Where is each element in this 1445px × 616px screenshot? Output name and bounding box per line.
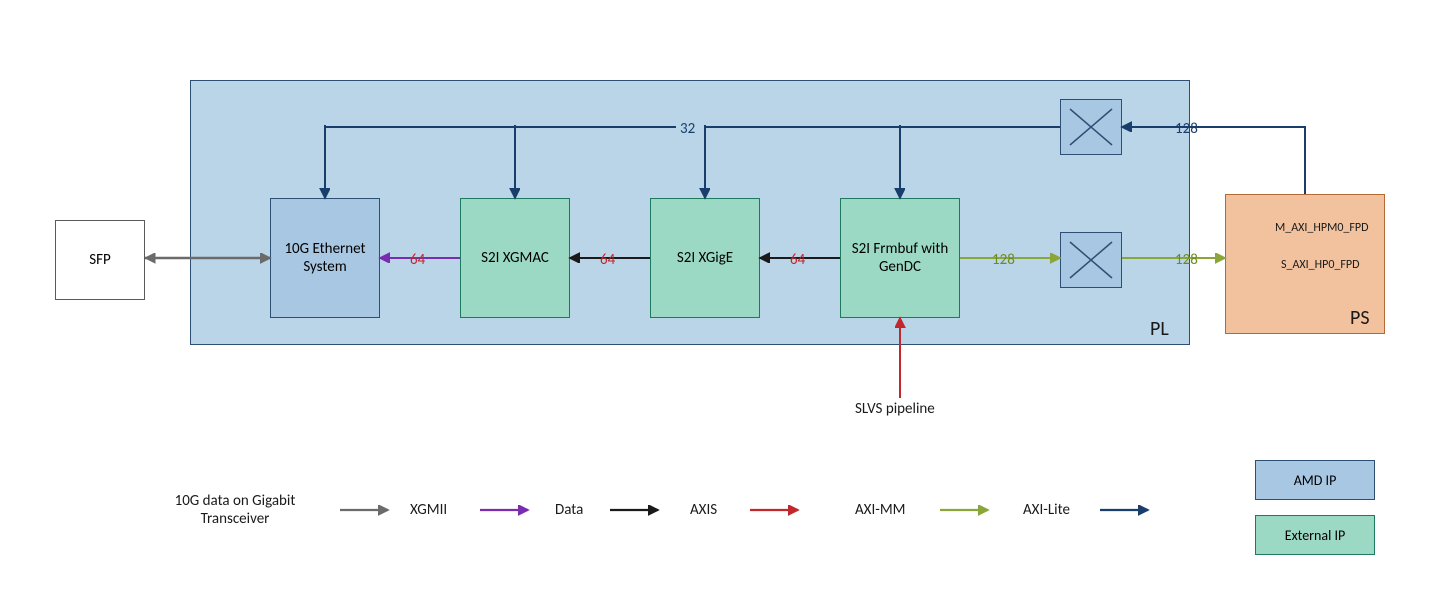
ten-g-ethernet-label: 10G Ethernet System: [271, 240, 379, 276]
xgmac-label: S2I XGMAC: [481, 249, 549, 267]
legend-amd-ip-box: AMD IP: [1255, 460, 1375, 500]
crossbar-top-block: [1060, 99, 1122, 155]
slvs-pipeline-label: SLVS pipeline: [855, 400, 935, 418]
legend-axis-label: AXIS: [690, 501, 717, 519]
legend-axilite-label: AXI-Lite: [1023, 501, 1070, 519]
crossbar-bottom-block: [1060, 232, 1122, 288]
ps-port-s-label: S_AXI_HP0_FPD: [1281, 258, 1360, 272]
xgige-block: S2I XGigE: [650, 198, 760, 318]
legend-aximm-label: AXI-MM: [855, 501, 906, 519]
legend-data-label: Data: [555, 501, 583, 519]
legend-external-ip-label: External IP: [1285, 527, 1346, 544]
sfp-label: SFP: [89, 251, 111, 269]
ps-label: PS: [1350, 306, 1370, 330]
ps-port-m-label: M_AXI_HPM0_FPD: [1275, 221, 1369, 235]
legend-external-ip-box: External IP: [1255, 515, 1375, 555]
pl-label: PL: [1150, 317, 1169, 341]
frmbuf-block: S2I Frmbuf with GenDC: [840, 198, 960, 318]
legend-10g-label: 10G data on GigabitTransceiver: [140, 492, 330, 528]
xgmac-block: S2I XGMAC: [460, 198, 570, 318]
legend-xgmii-label: XGMII: [410, 501, 447, 519]
xgige-label: S2I XGigE: [677, 249, 733, 267]
ten-g-ethernet-block: 10G Ethernet System: [270, 198, 380, 318]
frmbuf-label: S2I Frmbuf with GenDC: [841, 240, 959, 276]
sfp-block: SFP: [55, 220, 145, 300]
legend-amd-ip-label: AMD IP: [1294, 472, 1337, 489]
